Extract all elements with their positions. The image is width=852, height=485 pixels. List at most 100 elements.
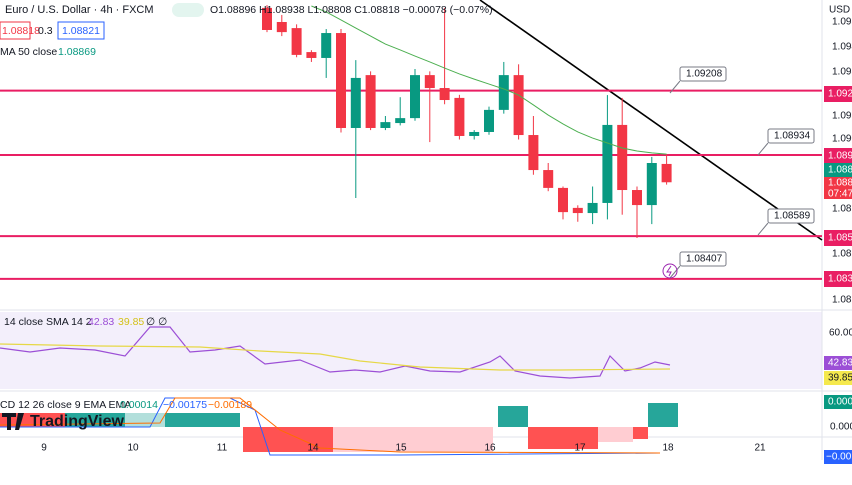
status-pill	[172, 3, 204, 17]
macd-tag	[824, 450, 852, 464]
trend-line	[479, 0, 823, 241]
price-label: 1.083	[832, 295, 852, 306]
price-label: 1.088	[828, 165, 852, 176]
ma-label: MA 50 close	[0, 46, 57, 58]
candle-body	[439, 88, 450, 101]
level-tag	[824, 86, 852, 102]
candle-body	[291, 28, 302, 55]
rsi-band	[0, 312, 822, 389]
spread: 0.3	[38, 25, 53, 37]
level-tag	[824, 271, 852, 287]
macd-label: CD 12 26 close 9 EMA EMA	[0, 399, 131, 411]
candle-body	[587, 202, 598, 214]
ma-tag	[824, 163, 852, 177]
rsi-extra: ∅ ∅	[146, 316, 167, 328]
callout	[767, 128, 815, 144]
rsi-tag	[824, 356, 852, 370]
time-label: 14	[307, 443, 319, 454]
macd-value: −0.00175	[163, 399, 207, 411]
macd-histogram	[0, 403, 678, 452]
candle-body	[262, 7, 272, 30]
callout-pointer	[757, 222, 769, 236]
candle-body	[469, 131, 480, 136]
callout-label: 1.08934	[774, 131, 811, 142]
macd-axis: −0.00	[826, 452, 852, 463]
candle-body	[528, 135, 539, 171]
price-label: 1.090	[832, 134, 852, 145]
event-icon[interactable]	[662, 263, 678, 279]
price-label: 1.093	[832, 67, 852, 78]
callout-label: 1.09208	[686, 69, 723, 80]
macd-axis: 0.000	[828, 397, 852, 408]
brand-logo	[2, 413, 24, 430]
price-label: 1.092	[828, 89, 852, 100]
price-label: 1.094	[832, 42, 852, 53]
candle-body	[380, 122, 391, 128]
callout	[679, 66, 727, 82]
rsi-value: 42.83	[88, 316, 114, 328]
time-label: 10	[127, 443, 139, 454]
candle-body	[321, 33, 332, 58]
callout	[767, 208, 815, 224]
candle-body	[498, 75, 509, 110]
brand: TradingView	[30, 413, 125, 430]
callout-pointer	[669, 80, 681, 94]
price-label: 1.091	[832, 111, 852, 122]
level-tag	[824, 148, 852, 164]
candle-body	[646, 163, 657, 206]
candle-body	[276, 22, 287, 33]
candle-body	[513, 75, 524, 136]
candle-body	[336, 33, 346, 128]
rsi-sma-tag	[824, 371, 852, 385]
time-label: 18	[662, 443, 674, 454]
price-label: 1.095	[832, 17, 852, 28]
price-label: 1.085	[828, 233, 852, 244]
candle-body	[424, 75, 435, 89]
candle-body	[454, 97, 465, 136]
buy-price[interactable]: 1.08821	[62, 25, 100, 37]
time-label: 16	[484, 443, 496, 454]
price-label: 1.085	[832, 249, 852, 260]
price-label: 1.089	[828, 151, 852, 162]
time-label: 21	[754, 443, 766, 454]
time-label: 11	[217, 443, 228, 454]
price-label: 1.088	[828, 178, 852, 189]
price-label: 1.083	[828, 274, 852, 285]
macd-axis: 0.000	[830, 422, 852, 433]
time-label: 15	[395, 443, 407, 454]
ohlc: O1.08896 H1.08938 L1.08808 C1.08818 −0.0…	[210, 4, 493, 16]
event-icon-glyph	[666, 265, 672, 277]
level-tag	[824, 230, 852, 246]
countdown: 07:47	[828, 189, 852, 200]
callout	[679, 251, 727, 267]
candle-body	[543, 170, 554, 188]
candle-body	[410, 75, 420, 119]
buy-button[interactable]	[57, 21, 105, 40]
callout-pointer	[757, 142, 769, 156]
candle-body	[661, 163, 672, 183]
rsi-axis-sma: 39.85	[828, 373, 852, 384]
ma-line	[311, 5, 667, 155]
macd-hist: 0.00014	[120, 399, 158, 411]
ma-value: 1.08869	[58, 46, 96, 58]
candle-body	[484, 109, 494, 132]
callout-label: 1.08407	[686, 254, 723, 265]
macd-signal: −0.00189	[208, 399, 252, 411]
callout-label: 1.08589	[774, 211, 811, 222]
signal-line	[0, 397, 661, 454]
rsi-axis-value: 42.83	[828, 358, 852, 369]
candle-body	[617, 124, 628, 191]
currency: USD	[829, 5, 850, 16]
candle-body	[350, 77, 361, 128]
rsi-axis-label: 60.00	[829, 328, 852, 339]
candle-body	[558, 187, 568, 213]
symbol: Euro / U.S. Dollar · 4h · FXCM	[5, 4, 154, 16]
candle-body	[632, 190, 642, 206]
candle-body	[395, 118, 406, 124]
candle-body	[306, 52, 317, 58]
sell-price[interactable]: 1.08818	[2, 25, 40, 37]
candle-body	[602, 124, 613, 203]
sell-button[interactable]	[0, 21, 31, 40]
